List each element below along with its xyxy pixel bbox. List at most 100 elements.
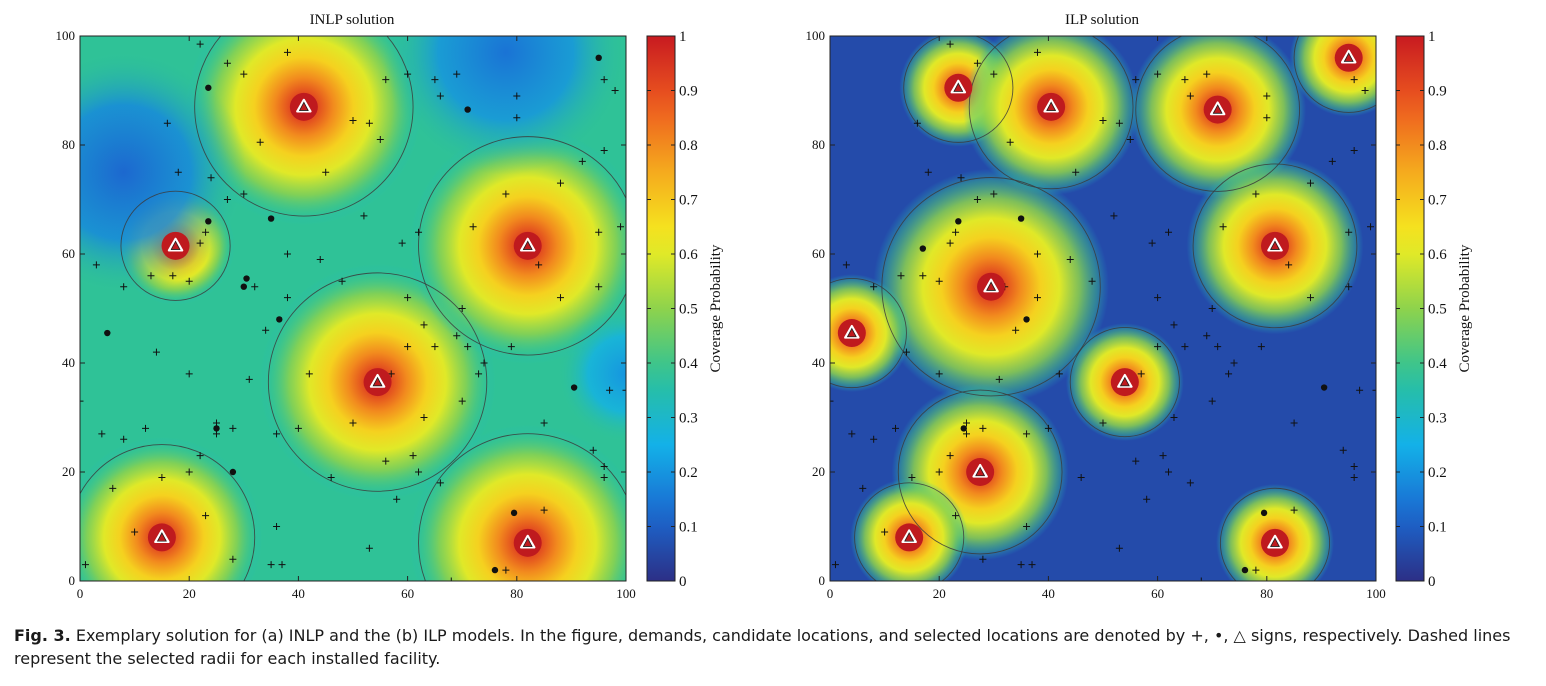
demand-point [404, 70, 412, 78]
demand-point [322, 168, 330, 176]
colorbar-tick-label: 0.1 [679, 520, 698, 536]
colorbar-tick-label: 0.7 [679, 193, 698, 209]
demand-point [902, 348, 910, 356]
facility-radius-circle [830, 277, 907, 389]
ilp-demand-points [830, 40, 1376, 581]
selected-facility-triangle [901, 529, 917, 544]
demand-point [174, 168, 182, 176]
x-tick-label: 40 [1042, 586, 1055, 601]
colorbar-tick-label: 0.5 [1428, 302, 1447, 318]
demand-point [327, 473, 335, 481]
demand-point [990, 190, 998, 198]
low-coverage-zone [80, 49, 246, 295]
facility-radius-circle [897, 389, 1063, 555]
demand-point [273, 430, 281, 438]
demand-point [1208, 397, 1216, 405]
colorbar-tick-label: 0.3 [1428, 411, 1447, 427]
demand-point [1165, 468, 1173, 476]
demand-point [1181, 343, 1189, 351]
x-tick-label: 60 [401, 586, 414, 601]
demand-point [1181, 76, 1189, 84]
candidate-point [510, 509, 518, 517]
demand-point [453, 332, 461, 340]
demand-point [1170, 321, 1178, 329]
x-tick-label: 0 [77, 586, 84, 601]
selected-facility-triangle [154, 529, 170, 544]
caption-label: Fig. 3. [14, 626, 71, 645]
demand-point [283, 294, 291, 302]
demand-point [556, 294, 564, 302]
x-tick-label: 40 [292, 586, 305, 601]
demand-point [935, 277, 943, 285]
facility-radius-circle [854, 482, 965, 581]
candidate-point [1023, 316, 1030, 323]
demand-point [870, 283, 878, 291]
demand-point [1225, 370, 1233, 378]
demand-point [1219, 223, 1227, 231]
facility-disk [1260, 231, 1289, 260]
demand-point [540, 506, 548, 514]
facility-radius-circle [194, 36, 414, 217]
ilp-title: ILP solution [1065, 12, 1140, 28]
demand-point [458, 305, 466, 312]
facility-disk [895, 523, 924, 552]
demand-point [382, 457, 390, 465]
demand-point [1203, 332, 1211, 340]
facility-radius-circle [80, 444, 256, 581]
demand-point [196, 40, 204, 48]
demand-point [447, 577, 455, 581]
demand-point [256, 138, 264, 146]
x-tick-label: 80 [1260, 586, 1273, 601]
demand-point [1099, 116, 1107, 124]
selected-facility-triangle-inner [156, 532, 167, 542]
facility-radius-circle [418, 136, 626, 356]
selected-facility-triangle [369, 373, 386, 388]
selected-facility-triangle-inner [1270, 240, 1280, 250]
selected-facility-triangle [983, 278, 999, 293]
demand-point [924, 168, 932, 176]
inlp-low-coverage-zones [80, 36, 626, 443]
demand-point [1208, 305, 1216, 312]
demand-point [1012, 326, 1020, 334]
demand-point [1263, 92, 1271, 100]
demand-point [1159, 452, 1167, 460]
demand-point [1372, 386, 1376, 394]
candidate-point [464, 106, 471, 113]
demand-point [240, 190, 248, 198]
selected-facility-triangle [1340, 49, 1357, 64]
demand-point [185, 370, 193, 378]
demand-point [251, 283, 259, 291]
demand-point [1263, 114, 1271, 122]
demand-point [1367, 223, 1375, 231]
demand-point [415, 228, 423, 236]
demand-point [979, 424, 987, 432]
demand-point [1356, 386, 1364, 394]
demand-point [963, 419, 970, 427]
candidate-point [491, 566, 499, 574]
colorbar-tick-label: 0.5 [679, 302, 698, 318]
demand-point [913, 119, 921, 127]
inlp-y-axis: 0 20 40 60 80 100 [56, 28, 626, 588]
candidate-point [1260, 509, 1268, 517]
facility-disk [837, 319, 866, 348]
demand-point [1115, 119, 1123, 127]
facility-disk [289, 92, 318, 121]
demand-point [830, 397, 834, 405]
demand-point [1044, 424, 1052, 432]
demand-point [185, 277, 193, 285]
demand-point [578, 157, 586, 165]
demand-point [409, 452, 417, 460]
demand-point [376, 136, 384, 144]
inlp-candidate-points [104, 54, 602, 574]
selected-facility-triangle [844, 324, 860, 339]
demand-point [973, 196, 981, 203]
demand-point [142, 424, 150, 432]
demand-point [963, 430, 970, 438]
demand-point [870, 435, 878, 443]
colorbar-gradient [646, 35, 676, 582]
demand-point [229, 555, 237, 563]
demand-point [202, 512, 210, 520]
facility-disk [513, 231, 542, 260]
inlp-plot-frame [79, 35, 627, 582]
facility-disk [161, 231, 190, 260]
